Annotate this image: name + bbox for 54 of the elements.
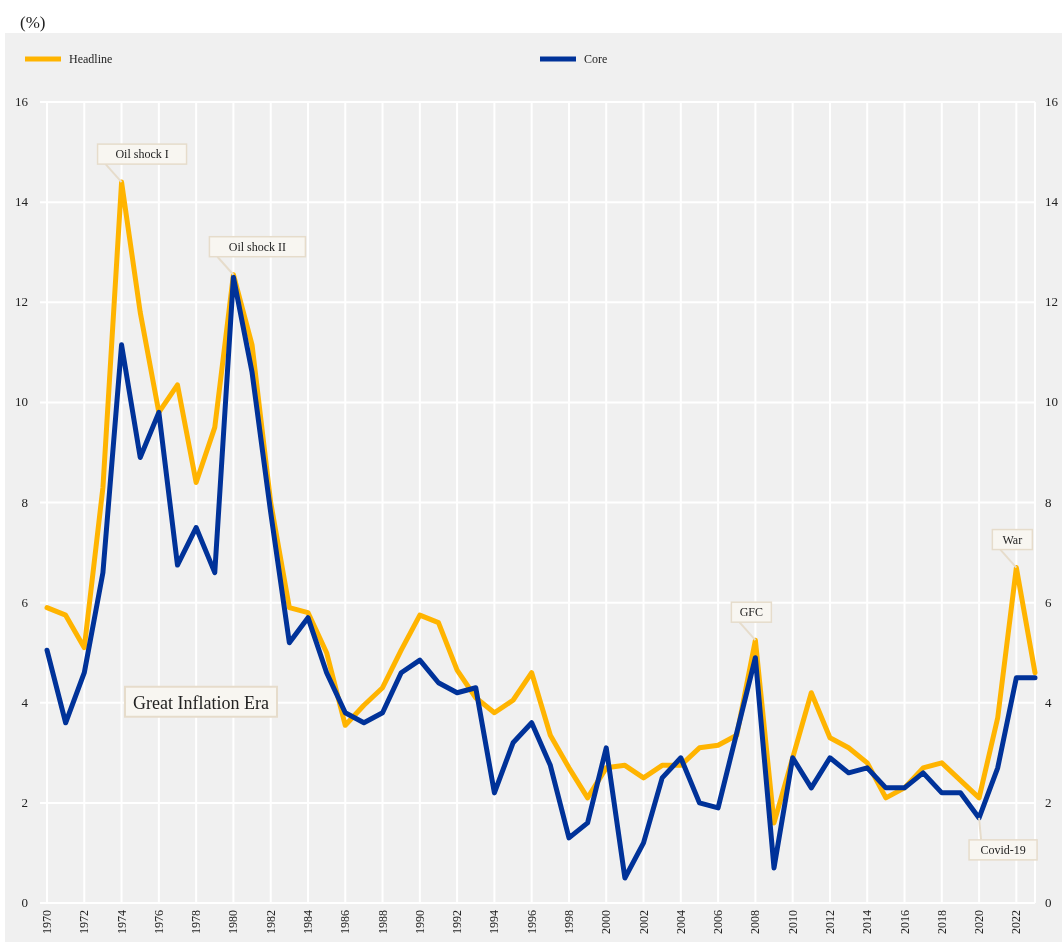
x-tick-label: 2016 xyxy=(897,910,912,934)
x-tick-label: 2012 xyxy=(822,910,837,934)
x-tick-label: 1996 xyxy=(524,910,539,934)
x-tick-label: 2006 xyxy=(711,910,726,934)
y-tick-label: 12 xyxy=(15,294,28,310)
annotation: War xyxy=(1002,532,1023,547)
annotation: Great Inflation Era xyxy=(133,692,269,713)
legend-label: Core xyxy=(584,52,608,66)
y-tick-label: 8 xyxy=(21,494,28,510)
x-tick-label: 1982 xyxy=(263,910,278,934)
y2-tick-label: 12 xyxy=(1045,294,1058,310)
x-tick-label: 1978 xyxy=(189,910,204,934)
x-tick-label: 1986 xyxy=(338,910,353,934)
x-tick-label: 1992 xyxy=(450,910,465,934)
y-tick-label: 4 xyxy=(21,694,29,710)
y2-tick-label: 10 xyxy=(1045,394,1058,410)
x-tick-label: 2018 xyxy=(934,910,949,934)
y-tick-label: 0 xyxy=(21,895,28,910)
x-tick-label: 1998 xyxy=(561,910,576,934)
x-tick-label: 2008 xyxy=(748,910,763,934)
y2-tick-label: 4 xyxy=(1045,694,1052,710)
y2-tick-label: 6 xyxy=(1045,594,1052,610)
annotation: Oil shock II xyxy=(228,239,287,254)
legend-label: Headline xyxy=(69,52,113,66)
y-tick-label: 14 xyxy=(15,194,29,210)
y-axis-title: (%) xyxy=(20,13,46,32)
y2-tick-label: 2 xyxy=(1045,794,1052,810)
x-tick-label: 1980 xyxy=(226,910,241,934)
x-tick-label: 2014 xyxy=(860,910,875,934)
y2-tick-label: 16 xyxy=(1045,94,1059,109)
annotation: Covid-19 xyxy=(980,842,1026,857)
y-tick-label: 2 xyxy=(21,794,28,810)
y2-tick-label: 8 xyxy=(1045,494,1052,510)
x-tick-label: 2000 xyxy=(599,910,614,934)
x-tick-label: 1976 xyxy=(151,910,166,934)
x-tick-label: 1970 xyxy=(40,910,54,934)
x-tick-label: 1984 xyxy=(300,910,315,934)
x-tick-label: 1990 xyxy=(412,910,427,934)
y-tick-label: 16 xyxy=(15,94,29,109)
annotation: Oil shock I xyxy=(115,147,169,162)
annotation: GFC xyxy=(739,605,764,620)
x-tick-label: 1988 xyxy=(375,910,390,934)
x-tick-label: 2010 xyxy=(785,910,800,934)
x-tick-label: 2002 xyxy=(636,910,651,934)
x-tick-label: 1972 xyxy=(77,910,92,934)
y2-tick-label: 0 xyxy=(1045,895,1052,910)
x-tick-label: 1994 xyxy=(487,910,502,934)
x-tick-label: 1974 xyxy=(114,910,129,934)
y-tick-label: 6 xyxy=(21,594,29,610)
y-tick-label: 10 xyxy=(15,394,28,410)
y2-tick-label: 14 xyxy=(1045,194,1059,210)
x-tick-label: 2004 xyxy=(673,910,688,934)
x-tick-label: 2020 xyxy=(972,910,987,934)
x-tick-label: 2022 xyxy=(1009,910,1024,934)
